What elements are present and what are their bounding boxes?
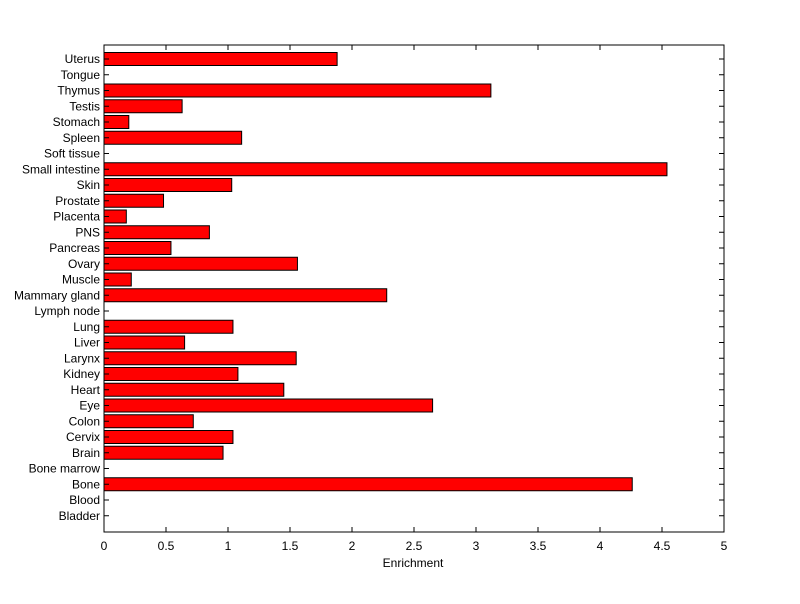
y-tick-label: Eye xyxy=(79,399,100,413)
x-tick-label: 2 xyxy=(349,539,356,553)
y-tick-label: Bone xyxy=(72,477,100,491)
bar-pns xyxy=(103,225,210,240)
y-tick-label: Bone marrow xyxy=(29,462,101,476)
bar-ovary xyxy=(103,256,298,271)
y-tick-label: Skin xyxy=(77,178,100,192)
bar-brain xyxy=(103,445,224,460)
bar-prostate xyxy=(103,193,165,208)
y-tick-label: Small intestine xyxy=(22,162,100,176)
bar-larynx xyxy=(103,351,297,366)
y-tick-label: Bladder xyxy=(59,509,100,523)
y-tick-label: Spleen xyxy=(63,131,100,145)
x-tick-label: 5 xyxy=(721,539,728,553)
y-tick-label: Prostate xyxy=(55,194,100,208)
x-tick-label: 0.5 xyxy=(158,539,175,553)
y-tick-label: PNS xyxy=(75,225,100,239)
bar-lung xyxy=(103,319,234,334)
bar-kidney xyxy=(103,367,239,381)
y-tick-label: Blood xyxy=(69,493,100,507)
bar-testis xyxy=(103,99,183,114)
y-tick-label: Stomach xyxy=(53,115,100,129)
x-axis-ticks: 0 0.5 1 1.5 2 2.5 3 3.5 4 4.5 5 xyxy=(101,45,728,553)
y-tick-label: Lung xyxy=(73,320,100,334)
y-tick-label: Heart xyxy=(71,383,101,397)
bar-pancreas xyxy=(103,241,172,255)
bar-heart xyxy=(103,382,285,397)
y-tick-label: Tongue xyxy=(61,68,101,82)
x-tick-label: 2.5 xyxy=(406,539,423,553)
y-tick-label: Uterus xyxy=(65,52,100,66)
y-tick-label: Placenta xyxy=(53,210,100,224)
bar-spleen xyxy=(103,130,243,145)
x-tick-label: 1.5 xyxy=(282,539,299,553)
y-tick-label: Lymph node xyxy=(34,304,100,318)
x-tick-label: 0 xyxy=(101,539,108,553)
x-tick-label: 4.5 xyxy=(654,539,671,553)
y-tick-label: Cervix xyxy=(66,430,100,444)
y-tick-label: Soft tissue xyxy=(44,147,100,161)
y-tick-label: Brain xyxy=(72,446,100,460)
bar-liver xyxy=(103,335,186,350)
y-tick-label: Mammary gland xyxy=(14,288,100,302)
x-axis-label: Enrichment xyxy=(383,556,444,570)
bar-thymus xyxy=(103,83,492,98)
bar-bone xyxy=(103,477,633,492)
bar-uterus xyxy=(103,52,338,66)
x-tick-label: 3 xyxy=(473,539,480,553)
y-tick-label: Colon xyxy=(69,414,100,428)
x-tick-label: 4 xyxy=(597,539,604,553)
y-tick-label: Larynx xyxy=(64,351,100,365)
y-tick-label: Thymus xyxy=(57,84,100,98)
y-tick-label: Ovary xyxy=(68,257,100,271)
y-tick-label: Muscle xyxy=(62,273,100,287)
bar-eye xyxy=(103,398,434,413)
y-tick-label: Liver xyxy=(74,336,100,350)
x-tick-label: 1 xyxy=(225,539,232,553)
y-tick-label: Kidney xyxy=(63,367,100,381)
bar-skin xyxy=(103,178,233,192)
bar-mammary-gland xyxy=(103,288,388,303)
bar-small-intestine xyxy=(103,162,668,177)
y-tick-label: Pancreas xyxy=(49,241,100,255)
bar-colon xyxy=(103,414,194,429)
x-tick-label: 3.5 xyxy=(530,539,547,553)
y-tick-label: Testis xyxy=(69,99,100,113)
bar-cervix xyxy=(103,430,234,444)
